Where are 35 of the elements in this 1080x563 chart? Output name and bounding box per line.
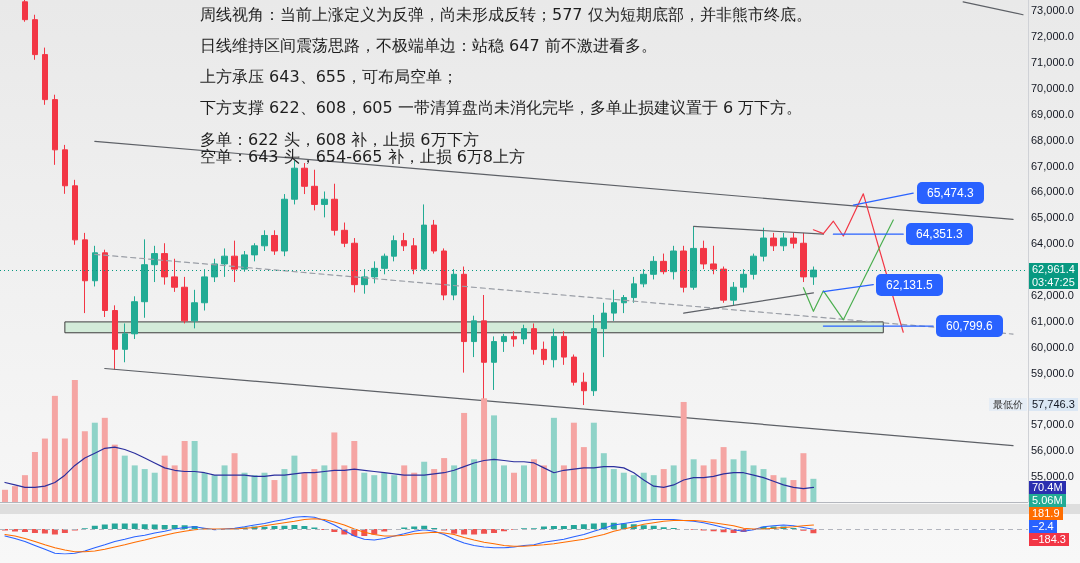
y-tick-label: 67,000.0	[1031, 159, 1074, 172]
y-tick-label: 66,000.0	[1031, 185, 1074, 198]
text: −2.4	[1029, 520, 1057, 533]
ref-line-label: 62,961.4	[1029, 263, 1078, 277]
y-tick-label: 62,000.0	[1031, 288, 1074, 301]
y-tick-label: 68,000.0	[1031, 133, 1074, 146]
y-tick-label: 73,000.0	[1031, 4, 1074, 17]
y-tick-label: 72,000.0	[1031, 30, 1074, 43]
annotation: 64,351.3	[906, 223, 973, 245]
annotation: 周线视角：当前上涨定义为反弹，尚未形成反转；577 仅为短期底部，并非熊市终底。	[200, 5, 812, 24]
text: 03:47:25	[1029, 276, 1078, 289]
annotation: 多单：622 头，608 补，止损 6万下方	[200, 130, 479, 149]
y-tick-label: 61,000.0	[1031, 314, 1074, 327]
text: 57,746.3	[1029, 398, 1078, 411]
text: 5.06M	[1029, 494, 1066, 507]
text: 70.4M	[1029, 481, 1066, 494]
annotation: 65,474.3	[917, 182, 984, 204]
annotation: 下方支撑 622、608，605 一带清算盘尚未消化完毕，多单止损建议置于 6 万下方。	[200, 98, 803, 117]
y-tick-label: 71,000.0	[1031, 56, 1074, 69]
y-tick-label: 69,000.0	[1031, 107, 1074, 120]
y-tick-label: 57,000.0	[1031, 418, 1074, 431]
y-tick-label: 59,000.0	[1031, 366, 1074, 379]
y-tick-label: 64,000.0	[1031, 237, 1074, 250]
annotation: 上方承压 643、655，可布局空单；	[200, 67, 459, 86]
y-tick-label: 60,000.0	[1031, 340, 1074, 353]
y-tick-label: 70,000.0	[1031, 81, 1074, 94]
text: −184.3	[1029, 533, 1069, 546]
text: 181.9	[1029, 507, 1063, 520]
annotation: 最低价	[989, 398, 1027, 411]
y-tick-label: 56,000.0	[1031, 444, 1074, 457]
annotation: 62,131.5	[876, 274, 943, 296]
annotation: 日线维持区间震荡思路，不极端单边：站稳 647 前不激进看多。	[200, 36, 657, 55]
y-tick-label: 65,000.0	[1031, 211, 1074, 224]
annotation: 60,799.6	[936, 315, 1003, 337]
y-tick-label: 55,000.0	[1031, 470, 1074, 483]
